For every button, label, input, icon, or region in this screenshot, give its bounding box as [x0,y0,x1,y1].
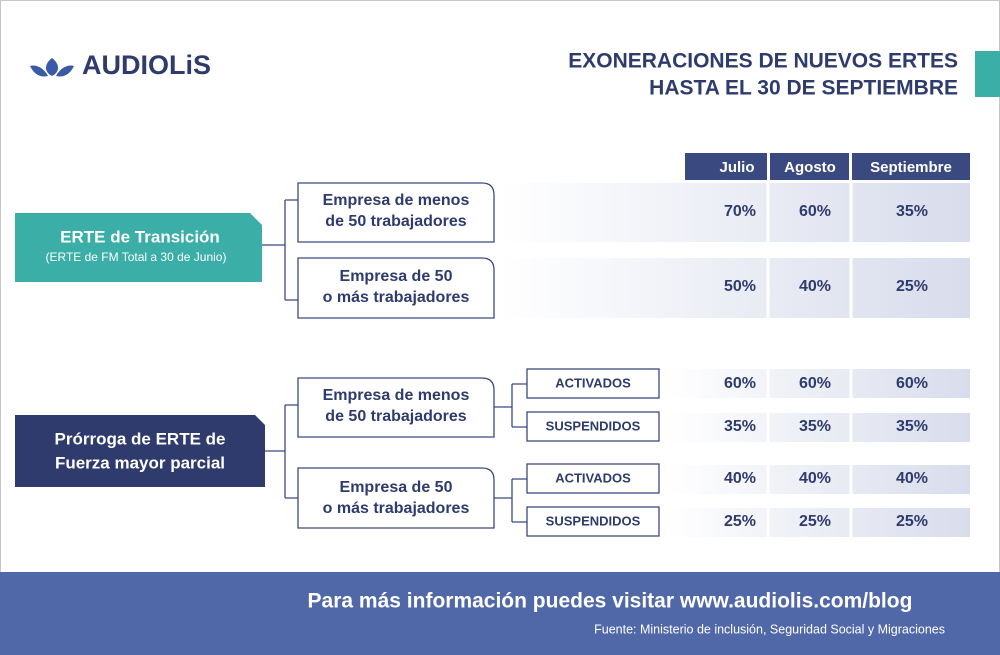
column-header [852,153,970,180]
group-box [297,467,495,529]
group-label: Empresa de menos [323,387,470,404]
value: 35% [896,418,928,435]
value: 25% [896,278,928,295]
group-label: de 50 trabajadores [325,408,467,425]
connector [262,199,298,301]
value: 25% [724,513,756,530]
status-label: SUSPENDIDOS [546,513,641,528]
value: 25% [896,513,928,530]
value: 40% [896,470,928,487]
group-label: Empresa de 50 [340,479,453,496]
value: 60% [799,375,831,392]
section-sublabel: (ERTE de FM Total a 30 de Junio) [46,250,227,264]
value: 40% [799,278,831,295]
group-label: Empresa de 50 [340,268,453,285]
group-box [297,377,495,438]
footer-text: Para más información puedes visitar www.… [308,590,913,613]
footer-source: Fuente: Ministerio de inclusión, Segurid… [594,622,945,636]
section-box [15,213,262,282]
column-label: Julio [719,159,754,176]
value: 25% [799,513,831,530]
title: EXONERACIONES DE NUEVOS ERTES [568,50,958,73]
group-label: o más trabajadores [323,500,470,517]
status-label: ACTIVADOS [555,375,631,390]
connector [494,383,527,523]
row-band [500,258,970,318]
group-label: de 50 trabajadores [325,213,467,230]
row-band [668,369,970,398]
section-label: Fuerza mayor parcial [55,453,225,472]
value: 60% [799,203,831,220]
connector [265,404,298,499]
column-label: Septiembre [870,159,952,176]
value: 40% [799,470,831,487]
column-header [685,153,767,180]
value: 50% [724,278,756,295]
status-box [526,506,660,537]
row-band [500,183,970,242]
column-header [770,153,849,180]
value: 40% [724,470,756,487]
status-rows: ACTIVADOS 60% 60% 60% SUSPENDIDOS 35% 35% 35% AC… [526,368,928,537]
row-band [668,508,970,537]
section-label: Prórroga de ERTE de [55,429,226,448]
group-label: Empresa de menos [323,192,470,209]
section-label: ERTE de Transición [60,227,220,246]
value: 35% [724,418,756,435]
group-box [297,257,495,319]
title: HASTA EL 30 DE SEPTIEMBRE [649,77,958,100]
status-box [526,368,660,399]
value: 35% [896,203,928,220]
logo-text: AUDIOLiS [82,50,211,80]
group-label: o más trabajadores [323,289,470,306]
cell-dividers [500,183,970,537]
row-band [668,465,970,494]
column-label: Agosto [784,159,836,176]
title-accent [975,51,1000,97]
value: 60% [724,375,756,392]
group-box [297,182,495,243]
value: 60% [896,375,928,392]
status-label: SUSPENDIDOS [546,418,641,433]
value: 35% [799,418,831,435]
status-box [526,463,660,494]
logo-icon [30,58,74,77]
section-box [15,415,265,487]
status-label: ACTIVADOS [555,470,631,485]
row-band [668,413,970,442]
status-box [526,411,660,442]
value: 70% [724,203,756,220]
footer [0,572,1000,655]
